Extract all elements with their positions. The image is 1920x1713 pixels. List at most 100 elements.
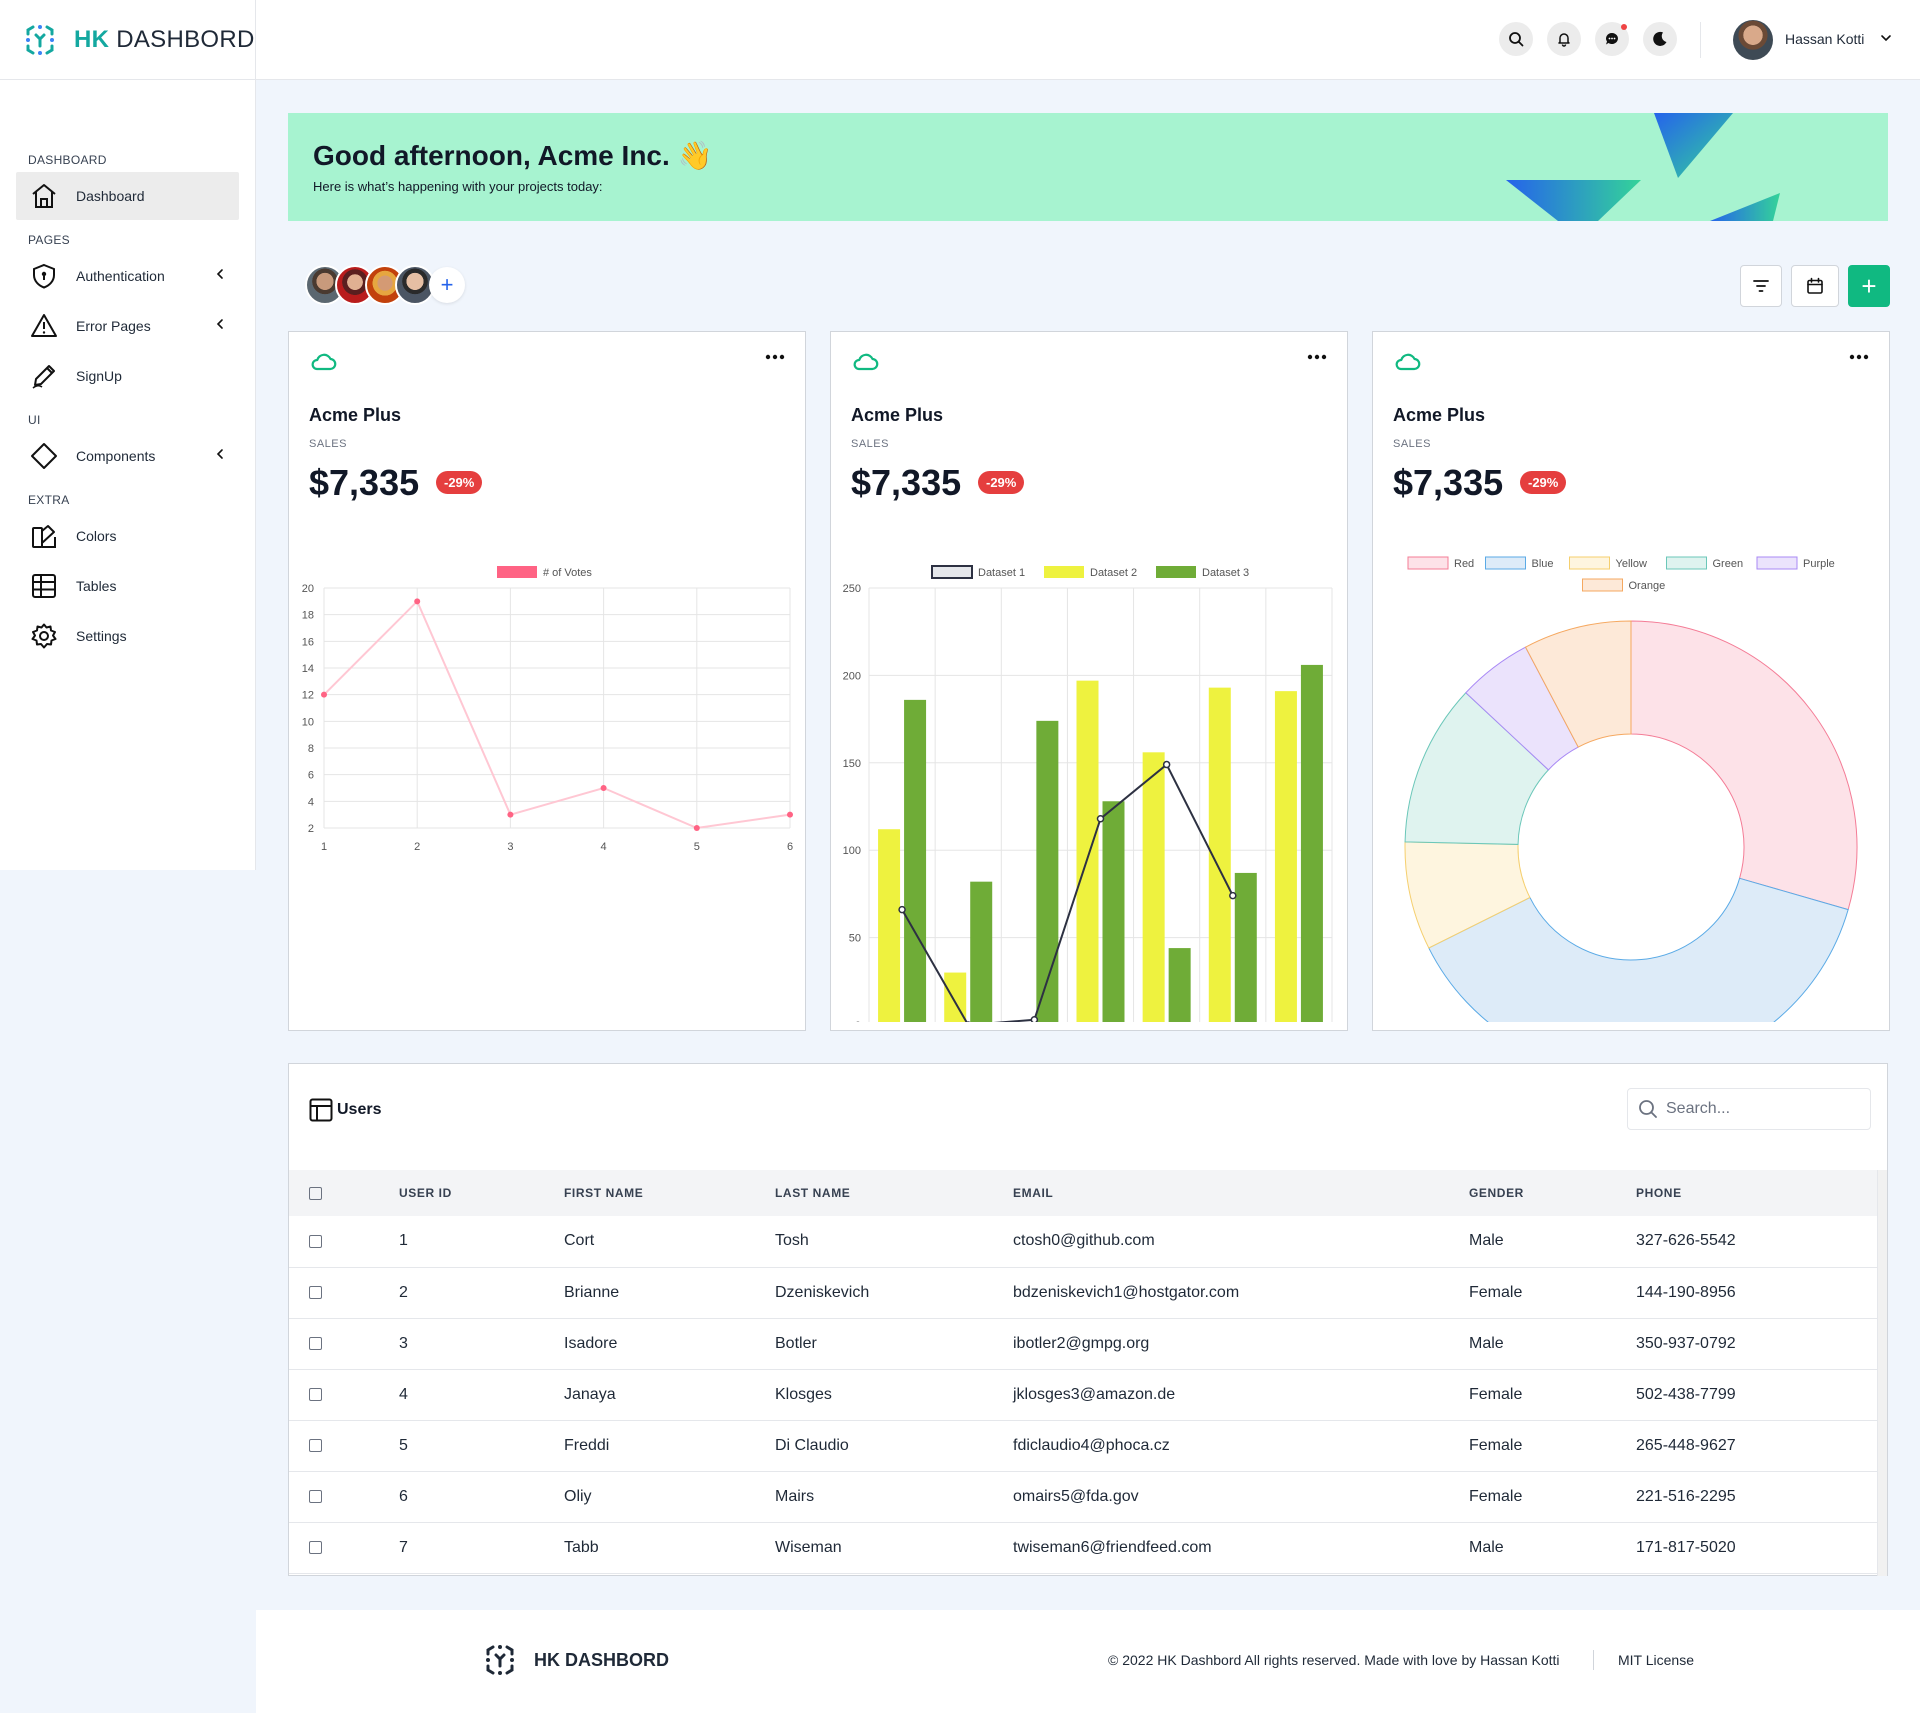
table-cell: Female	[1469, 1385, 1523, 1403]
more-options-icon[interactable]	[1307, 354, 1327, 360]
more-options-icon[interactable]	[1849, 354, 1869, 360]
row-checkbox[interactable]	[309, 1336, 322, 1350]
calendar-button[interactable]	[1791, 265, 1839, 307]
y-tick-label: 2	[308, 823, 314, 835]
table-cell: 4	[399, 1385, 408, 1403]
table-cell: Male	[1469, 1334, 1504, 1352]
series-line	[901, 762, 1234, 1022]
filter-icon	[1753, 280, 1769, 292]
x-tick-label: 4	[601, 841, 607, 853]
sidebar-item-label: Settings	[76, 628, 127, 644]
change-badge: -29%	[436, 471, 483, 494]
chevron-left-icon[interactable]	[215, 448, 225, 460]
table-row[interactable]: 2 Brianne Dzeniskevich bdzeniskevich1@hostg…	[289, 1267, 1879, 1318]
table-cell: twiseman6@friendfeed.com	[1013, 1538, 1212, 1556]
row-select-cell	[289, 1420, 399, 1471]
legend-swatch	[1666, 556, 1707, 570]
user-name[interactable]: Hassan Kotti	[1785, 31, 1865, 47]
sidebar-item-authentication[interactable]: Authentication	[16, 252, 239, 300]
filter-button[interactable]	[1740, 265, 1782, 307]
chevron-left-icon[interactable]	[215, 268, 225, 280]
sidebar-item-signup[interactable]: SignUp	[16, 352, 239, 400]
sidebar-item-colors[interactable]: Colors	[16, 512, 239, 560]
row-checkbox[interactable]	[309, 1438, 322, 1452]
license-link[interactable]: MIT License	[1618, 1652, 1694, 1668]
x-tick-label: 2	[414, 841, 420, 853]
table-row[interactable]: 6 Oliy Mairs omairs5@fda.gov Female 221-516-2…	[289, 1471, 1879, 1522]
theme-toggle-button[interactable]	[1643, 22, 1677, 56]
table-cell: Wiseman	[775, 1538, 842, 1556]
app-logo[interactable]: HK DASHBORD	[0, 0, 255, 80]
messages-button[interactable]	[1595, 22, 1629, 56]
more-options-icon[interactable]	[765, 354, 785, 360]
column-header[interactable]: LAST NAME	[775, 1186, 851, 1200]
row-checkbox[interactable]	[309, 1234, 322, 1248]
legend-swatch	[1407, 556, 1449, 570]
chevron-left-icon[interactable]	[215, 318, 225, 330]
sidebar-nav: DASHBOARD Dashboard PAGES Authentication Err…	[0, 80, 255, 660]
table-cell: Male	[1469, 1538, 1504, 1556]
row-select-cell	[289, 1267, 399, 1318]
table-scrollbar[interactable]	[1877, 1170, 1887, 1576]
chevron-down-icon[interactable]	[1880, 32, 1892, 44]
data-point	[600, 785, 607, 791]
add-member-button[interactable]: +	[429, 267, 465, 303]
sidebar-item-dashboard[interactable]: Dashboard	[16, 172, 239, 220]
table-cell: 2	[399, 1283, 408, 1301]
row-checkbox[interactable]	[309, 1285, 322, 1299]
legend-label: Blue	[1532, 558, 1554, 570]
sidebar-item-settings[interactable]: Settings	[16, 612, 239, 660]
users-table-card: Users USER ID FIRST NAME LAST NAME EMAIL…	[288, 1063, 1888, 1576]
sidebar-item-label: Components	[76, 448, 156, 464]
y-tick-label: 100	[843, 845, 861, 857]
column-header[interactable]: EMAIL	[1013, 1186, 1054, 1200]
sidebar-item-components[interactable]: Components	[16, 432, 239, 480]
team-avatar[interactable]	[395, 265, 435, 305]
table-row[interactable]: 5 Freddi Di Claudio fdiclaudio4@phoca.cz Fem…	[289, 1420, 1879, 1471]
table-cell: Di Claudio	[775, 1436, 849, 1454]
shield-icon	[30, 262, 58, 290]
row-select-cell	[289, 1471, 399, 1522]
sidebar: HK DASHBORD DASHBOARD Dashboard PAGES Authe…	[0, 0, 256, 870]
search-button[interactable]	[1499, 22, 1533, 56]
search-input[interactable]	[1666, 1100, 1856, 1118]
legend-swatch	[1569, 556, 1610, 570]
row-checkbox[interactable]	[309, 1540, 322, 1554]
row-select-cell	[289, 1522, 399, 1573]
app-title: HK DASHBORD	[74, 25, 255, 53]
column-header[interactable]: USER ID	[399, 1186, 452, 1200]
sales-card: Acme Plus SALES $7,335 -29% 2 4 6 8 10 12 14 16 18 20…	[288, 331, 806, 1031]
row-checkbox[interactable]	[309, 1387, 322, 1401]
footer-logo[interactable]: HK DASHBORD	[484, 1644, 669, 1676]
data-point	[507, 811, 514, 818]
legend-swatch	[1756, 556, 1798, 570]
notifications-button[interactable]	[1547, 22, 1581, 56]
select-all-checkbox[interactable]	[309, 1187, 322, 1201]
y-tick-label: 20	[302, 583, 314, 595]
table-cell: Dzeniskevich	[775, 1283, 870, 1301]
table-cell: 3	[399, 1334, 408, 1352]
table-row[interactable]: 7 Tabb Wiseman twiseman6@friendfeed.com Male…	[289, 1522, 1879, 1573]
table-row[interactable]: 4 Janaya Klosges jklosges3@amazon.de Female 5…	[289, 1369, 1879, 1420]
add-button[interactable]: +	[1848, 265, 1890, 307]
user-avatar[interactable]	[1733, 20, 1773, 60]
search-box[interactable]	[1627, 1088, 1871, 1130]
column-header[interactable]: PHONE	[1636, 1186, 1682, 1200]
y-tick-label: 200	[843, 670, 861, 682]
table-row[interactable]: 1 Cort Tosh ctosh0@github.com Male 327-626-55…	[289, 1216, 1879, 1267]
legend-swatch	[1044, 566, 1084, 578]
column-header[interactable]: GENDER	[1469, 1186, 1524, 1200]
nav-section-title: DASHBOARD	[28, 153, 107, 167]
table-title: Users	[309, 1098, 381, 1122]
table-row[interactable]: 3 Isadore Botler ibotler2@gmpg.org Male 350-9…	[289, 1318, 1879, 1369]
footer-brand: HK DASHBORD	[534, 1649, 669, 1670]
table-cell: Cort	[564, 1232, 595, 1250]
row-checkbox[interactable]	[309, 1489, 322, 1503]
column-header[interactable]: FIRST NAME	[564, 1186, 644, 1200]
sidebar-item-tables[interactable]: Tables	[16, 562, 239, 610]
card-amount: $7,335	[851, 462, 962, 503]
sidebar-item-error-pages[interactable]: Error Pages	[16, 302, 239, 350]
legend-label: Yellow	[1616, 558, 1647, 570]
cloud-icon	[311, 353, 337, 371]
